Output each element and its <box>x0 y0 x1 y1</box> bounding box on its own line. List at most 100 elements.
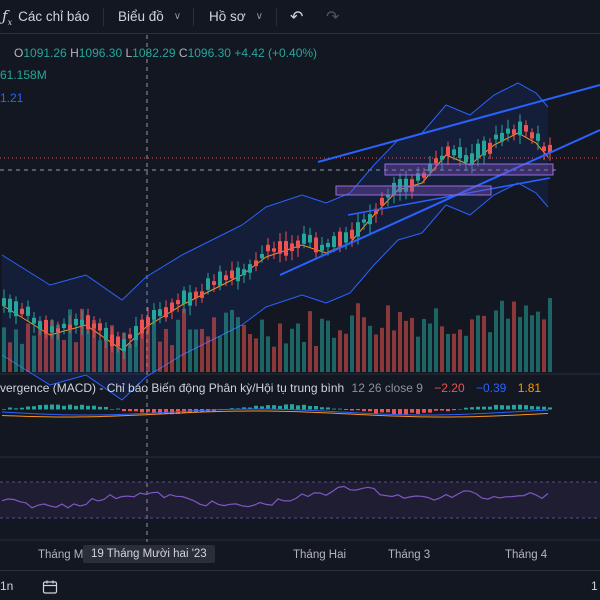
macd-histogram-bar <box>260 406 264 410</box>
macd-legend[interactable]: vergence (MACD) - Chỉ báo Biến động Phân… <box>0 381 541 395</box>
macd-histogram-bar <box>122 409 126 412</box>
time-label: Tháng Hai <box>293 549 347 561</box>
volume-bar <box>44 327 48 372</box>
candle-body <box>428 164 432 172</box>
candle-body <box>386 194 390 198</box>
volume-bar <box>194 329 198 372</box>
macd-histogram-bar <box>410 409 414 413</box>
candle-body <box>548 144 552 153</box>
macd-histogram-bar <box>254 405 258 410</box>
volume-bar <box>14 329 18 372</box>
volume-bar <box>422 318 426 372</box>
candle-body <box>260 254 264 259</box>
toolbar-divider <box>103 8 104 26</box>
candle-body <box>116 336 120 347</box>
candle-body <box>218 271 222 286</box>
macd-histogram-bar <box>398 409 402 415</box>
volume-bar <box>278 323 282 372</box>
volume-bar <box>518 317 522 372</box>
profile-dropdown[interactable]: Hồ sơ ∨ <box>209 0 263 33</box>
macd-histogram-bar <box>62 405 66 410</box>
macd-histogram-bar <box>524 405 528 410</box>
macd-histogram-bar <box>20 407 24 410</box>
volume-bar <box>512 301 516 372</box>
volume-bar <box>26 323 30 372</box>
candle-body <box>2 298 6 306</box>
candle-body <box>170 302 174 312</box>
toolbar-divider <box>193 8 194 26</box>
candle-body <box>206 278 210 290</box>
volume-bar <box>548 298 552 372</box>
macd-histogram-bar <box>302 404 306 410</box>
volume-bar <box>104 329 108 372</box>
candle-body <box>92 323 96 329</box>
volume-bar <box>284 343 288 372</box>
volume-bar <box>38 320 42 372</box>
volume-bar <box>356 303 360 372</box>
candle-body <box>440 155 444 160</box>
volume-bar <box>80 308 84 372</box>
volume-bar <box>146 322 150 372</box>
high-key: H <box>70 46 79 60</box>
volume-bar <box>296 323 300 372</box>
low-key: L <box>125 46 133 60</box>
macd-histogram-bar <box>242 407 246 410</box>
interval-button[interactable]: 1n <box>0 579 14 593</box>
candle-body <box>176 300 180 305</box>
volume-bar <box>206 336 210 372</box>
volume-bar <box>524 305 528 372</box>
macd-histogram-bar <box>164 409 168 415</box>
calendar-icon[interactable] <box>42 579 58 598</box>
macd-histogram-bar <box>326 407 330 410</box>
macd-histogram-bar <box>140 409 144 413</box>
volume-bar <box>332 337 336 372</box>
candle-body <box>230 270 234 279</box>
candle-body <box>104 327 108 341</box>
candle-body <box>38 321 42 330</box>
macd-histogram-bar <box>428 409 432 413</box>
candle-body <box>302 233 306 244</box>
macd-histogram-bar <box>146 409 150 412</box>
candle-body <box>494 134 498 140</box>
macd-histogram-bar <box>338 408 342 410</box>
candle-body <box>266 244 270 252</box>
undo-button[interactable]: ↶ <box>290 0 303 33</box>
change-value: +4.42 (+0.40%) <box>234 46 318 60</box>
macd-histogram-bar <box>386 409 390 413</box>
volume-value: 61.158M <box>0 68 47 82</box>
indicators-label: Các chỉ báo <box>18 9 90 24</box>
macd-histogram-bar <box>506 405 510 410</box>
volume-bar <box>32 335 36 372</box>
indicators-button[interactable]: ƒx Các chỉ báo <box>2 0 89 33</box>
macd-histogram-bar <box>110 409 114 410</box>
chart-type-dropdown[interactable]: Biểu đồ ∨ <box>118 0 181 33</box>
macd-histogram-bar <box>344 409 348 410</box>
volume-bar <box>374 334 378 372</box>
macd-histogram-bar <box>416 409 420 414</box>
candle-body <box>194 291 198 299</box>
macd-histogram-bar <box>512 404 516 410</box>
candle-body <box>536 133 540 141</box>
volume-bar <box>2 327 6 372</box>
macd-histogram-bar <box>500 405 504 410</box>
volume-bar <box>212 317 216 372</box>
redo-button[interactable]: ↷ <box>326 0 339 33</box>
macd-histogram-bar <box>458 409 462 410</box>
macd-histogram-bar <box>8 407 12 410</box>
volume-bar <box>428 323 432 372</box>
volume-bar <box>314 346 318 372</box>
volume-bar <box>464 335 468 372</box>
volume-bar <box>386 305 390 372</box>
candle-body <box>344 232 348 243</box>
volume-bar <box>116 340 120 372</box>
macd-histogram-bar <box>446 409 450 412</box>
macd-histogram-bar <box>278 405 282 410</box>
candle-body <box>326 243 330 248</box>
macd-histogram-bar <box>392 409 396 415</box>
volume-bar <box>134 337 138 372</box>
macd-histogram-bar <box>38 405 42 410</box>
volume-bar <box>188 329 192 372</box>
volume-bar <box>434 308 438 372</box>
volume-bar <box>140 328 144 372</box>
